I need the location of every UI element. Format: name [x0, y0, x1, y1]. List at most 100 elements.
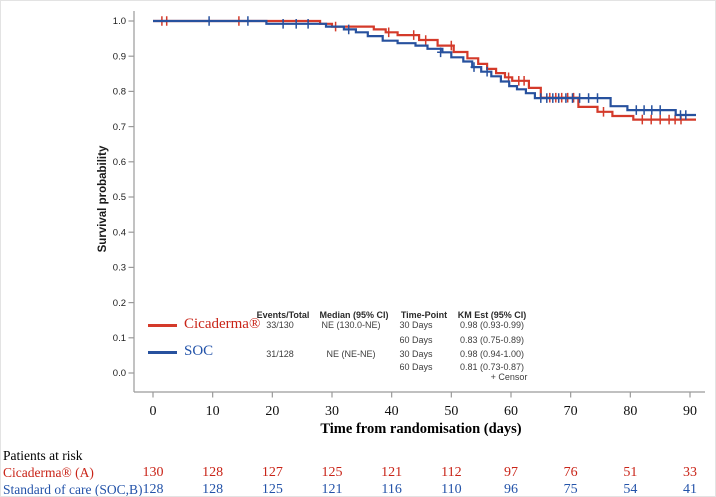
legend-label-cicaderma: Cicaderma®: [184, 316, 261, 332]
y-axis-title: Survival probability: [97, 145, 109, 253]
censor-mark-cicaderma: [671, 114, 679, 125]
risk-count: 121: [321, 482, 343, 497]
stats-cell: 0.83 (0.75-0.89): [459, 335, 525, 345]
risk-count: 75: [563, 482, 578, 497]
stats-cell: NE (130.0-NE): [321, 320, 381, 330]
censor-mark-cicaderma: [656, 114, 664, 125]
censor-mark-cicaderma: [410, 30, 418, 40]
censor-mark-cicaderma: [520, 76, 528, 86]
y-tick-label: 0.4: [113, 227, 126, 238]
censor-mark-soc: [656, 105, 664, 115]
censor-note: + Censor: [490, 372, 528, 382]
censor-mark-soc: [632, 105, 640, 115]
censor-mark-soc: [585, 93, 593, 103]
survival-curve-cicaderma: [153, 19, 696, 121]
risk-count: 110: [441, 482, 462, 497]
risk-count: 112: [441, 465, 462, 480]
y-tick-label: 0.7: [113, 122, 126, 133]
y-tick-label: 0.3: [113, 263, 126, 274]
risk-count: 125: [261, 482, 283, 497]
censor-mark-soc: [292, 19, 300, 29]
censor-mark-soc: [562, 93, 570, 103]
risk-count: 41: [683, 482, 697, 497]
stats-cell: NE (NE-NE): [326, 349, 376, 359]
risk-count: 128: [142, 482, 164, 497]
x-tick-label: 10: [206, 404, 220, 419]
y-tick-label: 0.8: [113, 87, 126, 98]
censor-mark-cicaderma: [385, 27, 393, 38]
risk-count: 116: [381, 482, 402, 497]
risk-count: 127: [261, 465, 283, 480]
risk-count: 128: [202, 465, 224, 480]
y-tick-label: 0.5: [113, 192, 126, 203]
risk-row-label-cicaderma: Cicaderma® (A): [3, 465, 94, 480]
x-tick-label: 0: [150, 404, 157, 419]
x-tick-label: 40: [385, 404, 399, 419]
censor-mark-cicaderma: [665, 114, 673, 125]
risk-count: 97: [504, 465, 518, 480]
risk-count: 51: [623, 465, 638, 480]
censor-mark-soc: [682, 110, 690, 120]
censor-mark-soc: [537, 93, 545, 103]
patients-at-risk-title: Patients at risk: [3, 448, 83, 463]
stats-cell: 0.98 (0.93-0.99): [459, 320, 525, 330]
y-tick-label: 1.0: [113, 16, 126, 27]
legend-line-soc-icon: [148, 351, 177, 354]
censor-mark-cicaderma: [447, 40, 455, 51]
stats-cell: 0.81 (0.73-0.87): [459, 362, 525, 372]
stats-cell: 33/130: [266, 320, 294, 330]
censor-mark-soc: [483, 66, 491, 77]
censor-mark-soc: [244, 16, 252, 26]
censor-mark-soc: [576, 93, 584, 103]
censor-mark-soc: [437, 47, 445, 58]
risk-count: 128: [202, 482, 224, 497]
stats-cell: 30 Days: [399, 349, 433, 359]
stats-cell: 0.98 (0.94-1.00): [459, 349, 525, 359]
y-tick-label: 0.6: [113, 157, 126, 168]
risk-count: 33: [683, 465, 697, 480]
y-tick-label: 0.9: [113, 51, 126, 62]
y-tick-label: 0.1: [113, 333, 126, 344]
risk-count: 125: [321, 465, 343, 480]
risk-count: 121: [381, 465, 403, 480]
censor-mark-soc: [555, 93, 563, 103]
legend-label-soc: SOC: [184, 343, 214, 359]
x-tick-label: 50: [444, 404, 458, 419]
censor-mark-soc: [569, 93, 576, 103]
survival-curve-soc: [153, 19, 696, 117]
risk-count: 130: [142, 465, 164, 480]
x-tick-label: 80: [623, 404, 637, 419]
stats-header-median: Median (95% CI): [319, 310, 389, 320]
censor-mark-soc: [640, 105, 648, 115]
censor-mark-soc: [470, 62, 478, 72]
x-tick-label: 30: [325, 404, 339, 419]
censor-mark-soc: [304, 19, 312, 29]
censor-mark-cicaderma: [647, 114, 655, 125]
x-tick-label: 70: [564, 404, 578, 419]
risk-count: 54: [623, 482, 638, 497]
censor-mark-soc: [543, 93, 551, 103]
risk-row-label-soc: Standard of care (SOC,B): [3, 482, 143, 497]
censor-mark-soc: [279, 19, 287, 29]
stats-cell: 60 Days: [399, 362, 433, 372]
x-tick-label: 60: [504, 404, 518, 419]
stats-header-km-est: KM Est (95% CI): [457, 310, 527, 320]
censor-mark-cicaderma: [422, 35, 430, 45]
risk-count: 76: [563, 465, 578, 480]
x-axis-title: Time from randomisation (days): [320, 421, 522, 437]
censor-mark-soc: [648, 105, 656, 115]
censor-mark-cicaderma: [638, 114, 646, 125]
stats-cell: 60 Days: [399, 335, 433, 345]
x-tick-label: 20: [265, 404, 279, 419]
stats-header-timepoint: Time-Point: [400, 310, 448, 320]
stats-header-events-total: Events/Total: [256, 310, 310, 320]
censor-mark-cicaderma: [600, 107, 607, 117]
stats-cell: 30 Days: [399, 320, 433, 330]
x-tick-label: 90: [683, 404, 697, 419]
censor-mark-soc: [594, 93, 601, 103]
stats-cell: 31/128: [266, 349, 294, 359]
y-tick-label: 0.2: [113, 298, 126, 309]
censor-mark-soc: [549, 93, 557, 103]
